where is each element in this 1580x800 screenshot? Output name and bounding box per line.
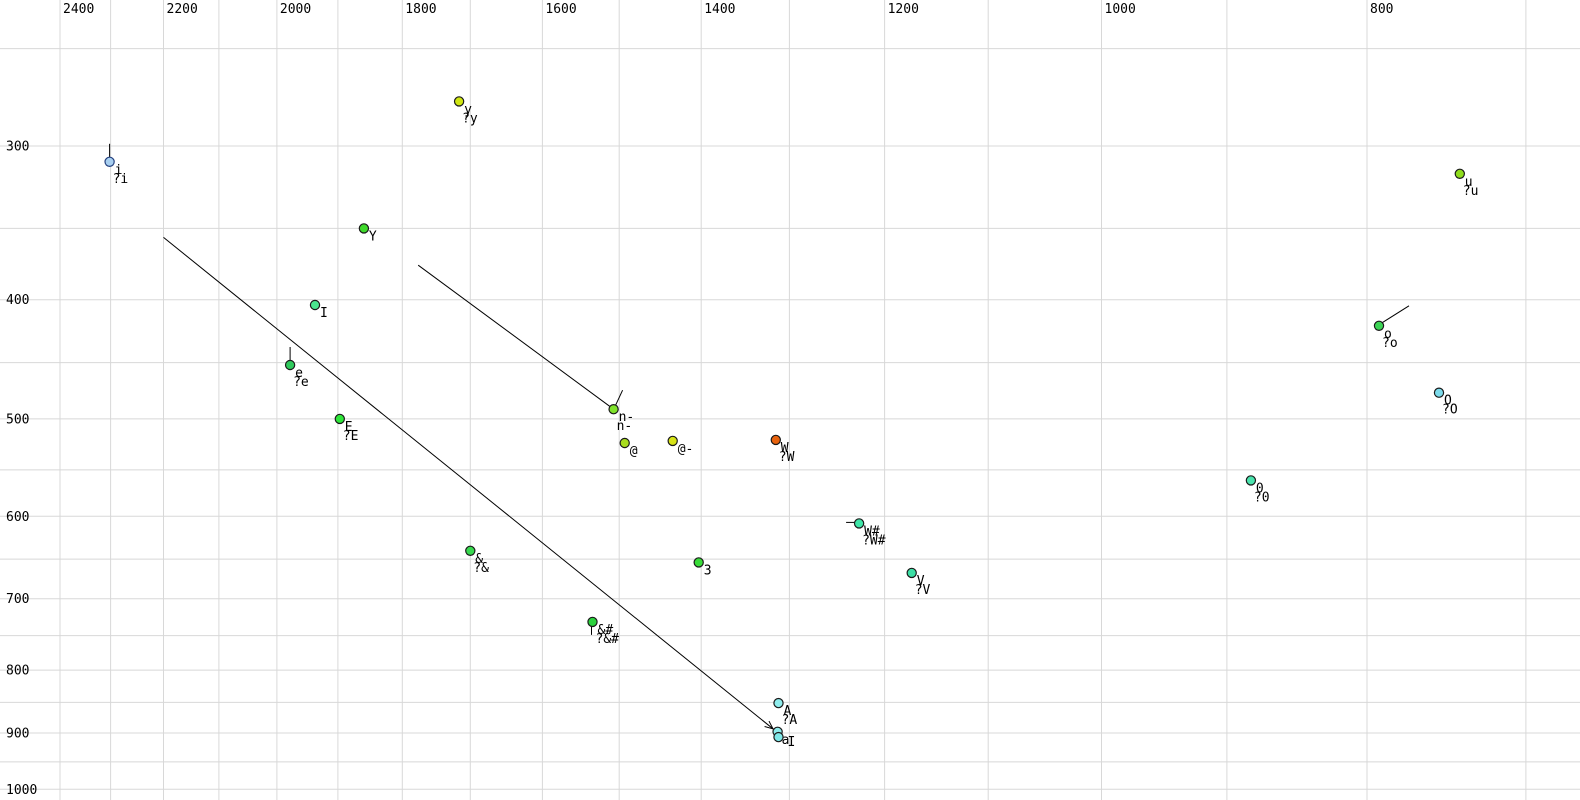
y-axis-label-400: 400 (6, 293, 29, 308)
vowel-label2-W#: ?W# (862, 533, 886, 548)
trajectory-line-1 (163, 237, 774, 730)
x-axis-label-2200: 2200 (167, 2, 198, 17)
y-axis-label-700: 700 (6, 592, 29, 607)
vowel-label2-E: ?E (343, 429, 359, 444)
vowel-point-&[interactable] (465, 545, 476, 557)
x-axis-label-1400: 1400 (704, 2, 735, 17)
vowel-label2-n-: n- (617, 419, 633, 434)
x-axis-label-2400: 2400 (63, 2, 94, 17)
vowel-label-0: 0 (1256, 481, 1264, 496)
vowel-label-aI: I (788, 735, 796, 750)
vowel-label-V: V (917, 574, 925, 589)
vowel-point-E[interactable] (334, 413, 345, 425)
vowel-point-u[interactable] (1454, 168, 1466, 179)
vowel-label2-y: ?y (462, 111, 478, 126)
vowel-label-W: W (781, 441, 789, 456)
vowel-label2-&#: ?&# (596, 632, 620, 647)
vowel-label-u: u (1465, 175, 1473, 190)
trajectory-line-2 (417, 264, 614, 410)
vowel-label-Y: Y (369, 229, 377, 244)
x-axis-label-1800: 1800 (405, 2, 436, 17)
vowel-point-V[interactable] (906, 567, 917, 579)
vowel-label2-&: ?& (473, 561, 489, 576)
vowel-label2-0: ?0 (1254, 490, 1270, 505)
vowel-label2-A: ?A (782, 713, 798, 728)
vowel-label2-e: ?e (293, 375, 309, 390)
vowel-point-Y[interactable] (358, 223, 370, 234)
vowel-label-n-: n- (619, 410, 635, 425)
vowel-label-@-: @- (678, 442, 694, 457)
vowel-label2-i: ?i (113, 172, 129, 187)
vowel-point-A[interactable] (773, 697, 784, 709)
vowel-label-E: E (345, 420, 353, 435)
vowel-point-W#[interactable] (853, 518, 865, 529)
vowel-point-3[interactable] (693, 557, 704, 568)
point-tick-n- (615, 389, 624, 406)
y-axis-label-1000: 1000 (6, 783, 37, 798)
vowel-label-I: I (320, 306, 328, 321)
x-axis-label-800: 800 (1370, 2, 1393, 17)
y-axis-label-500: 500 (6, 412, 29, 427)
vowel-point-o[interactable] (1373, 320, 1385, 331)
vowel-label-3: 3 (704, 563, 712, 578)
vowel-point-W[interactable] (770, 434, 782, 446)
vowel-label2-V: ?V (915, 583, 931, 598)
vowel-point-i[interactable] (104, 156, 115, 167)
vowel-point-n-[interactable] (608, 404, 619, 415)
vowel-point-I[interactable] (309, 299, 321, 311)
vowel-point-@-[interactable] (667, 435, 678, 447)
vowel-point-&#[interactable] (587, 616, 598, 628)
vowel-label-o: o (1384, 327, 1392, 342)
vowel-label-O: O (1444, 394, 1452, 409)
x-axis-label-1000: 1000 (1105, 2, 1136, 17)
y-axis-label-900: 900 (6, 727, 29, 742)
y-axis-label-300: 300 (6, 140, 29, 155)
vowel-label2-O: ?O (1442, 403, 1458, 418)
point-tick-o (1381, 305, 1410, 324)
vowel-point-y[interactable] (453, 96, 465, 107)
vowel-label-e: e (295, 366, 303, 381)
vowel-point-O[interactable] (1433, 387, 1445, 398)
vowel-label-&#: &# (598, 623, 614, 638)
vowel-point-aI[interactable] (773, 731, 784, 743)
vowel-label-a: a (782, 733, 790, 748)
vowel-label-i: i (115, 163, 123, 178)
vowel-label-@: @ (630, 444, 638, 459)
vowel-label-y: y (464, 102, 472, 117)
vowel-point-0[interactable] (1245, 475, 1257, 486)
vowel-label2-W: ?W (779, 450, 795, 465)
x-axis-label-2000: 2000 (280, 2, 311, 17)
vowel-label2-o: ?o (1382, 336, 1398, 351)
vowel-label-&: & (475, 552, 483, 567)
x-axis-label-1600: 1600 (545, 2, 576, 17)
y-axis-label-600: 600 (6, 510, 29, 525)
vowel-point-@[interactable] (619, 437, 630, 449)
vowel-point-e[interactable] (284, 359, 296, 371)
vowel-label-A: A (784, 704, 792, 719)
vowel-label-W#: W# (864, 524, 880, 539)
x-axis-label-1200: 1200 (888, 2, 919, 17)
vowel-label2-u: ?u (1463, 184, 1479, 199)
y-axis-label-800: 800 (6, 664, 29, 679)
